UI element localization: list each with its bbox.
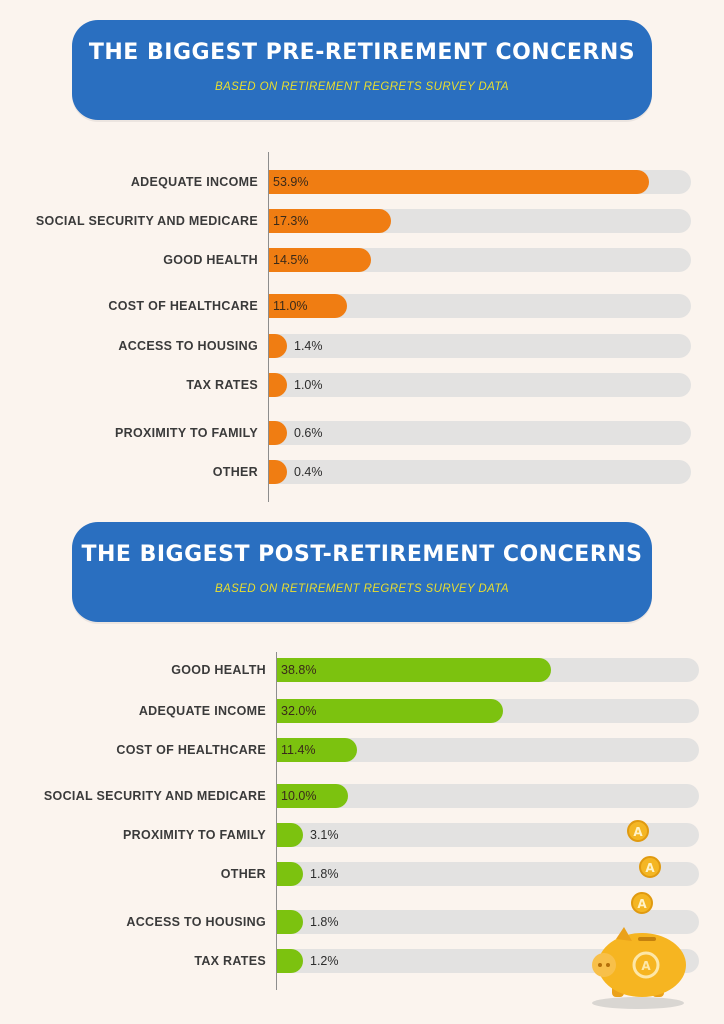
pre-subtitle: Based on Retirement Regrets Survey Data — [215, 81, 509, 93]
bar — [277, 862, 303, 886]
chart-axis-line — [268, 152, 269, 502]
value-label: 0.4% — [294, 465, 323, 479]
coin-icon: A — [639, 856, 661, 878]
bar-row: COST OF HEALTHCARE 11.0% — [0, 294, 724, 318]
category-label: ADEQUATE INCOME — [138, 704, 266, 718]
bar-track — [269, 373, 691, 397]
bar — [277, 949, 303, 973]
category-label: PROXIMITY TO FAMILY — [123, 828, 266, 842]
post-title: The Biggest Post-Retirement Concerns — [81, 542, 643, 567]
post-title-banner: The Biggest Post-Retirement Concerns Bas… — [72, 522, 652, 622]
bar — [277, 823, 303, 847]
category-label: PROXIMITY TO FAMILY — [115, 426, 258, 440]
value-label: 1.2% — [310, 954, 339, 968]
value-label: 1.0% — [294, 378, 323, 392]
pre-title: The Biggest Pre-Retirement Concerns — [88, 40, 636, 65]
bar — [277, 910, 303, 934]
value-label: 32.0% — [281, 704, 317, 718]
pre-title-banner: The Biggest Pre-Retirement Concerns Base… — [72, 20, 652, 120]
bar-track — [277, 910, 699, 934]
bar-row: SOCIAL SECURITY AND MEDICARE 10.0% — [0, 784, 724, 808]
chart-axis-line — [276, 652, 277, 990]
bar — [269, 460, 287, 484]
value-label: 1.8% — [310, 867, 339, 881]
svg-text:A: A — [633, 825, 643, 839]
value-label: 0.6% — [294, 426, 323, 440]
bar-row: TAX RATES 1.0% — [0, 373, 724, 397]
bar — [269, 334, 287, 358]
bar — [277, 658, 551, 682]
bar — [269, 421, 287, 445]
category-label: GOOD HEALTH — [171, 663, 266, 677]
bar-row: PROXIMITY TO FAMILY 0.6% — [0, 421, 724, 445]
bar-track — [269, 421, 691, 445]
bar-track — [277, 862, 699, 886]
category-label: ADEQUATE INCOME — [130, 175, 258, 189]
coin-icon: A — [627, 820, 649, 842]
bar — [277, 699, 503, 723]
bar-track — [269, 460, 691, 484]
coin-icon: A — [631, 892, 653, 914]
bar-row: ACCESS TO HOUSING 1.4% — [0, 334, 724, 358]
bar — [269, 294, 347, 318]
category-label: TAX RATES — [194, 954, 266, 968]
value-label: 1.8% — [310, 915, 339, 929]
bar-row: COST OF HEALTHCARE 11.4% — [0, 738, 724, 762]
bar — [269, 248, 372, 272]
bar-row: SOCIAL SECURITY AND MEDICARE 17.3% — [0, 209, 724, 233]
svg-text:A: A — [637, 897, 647, 911]
bar — [269, 373, 287, 397]
bar-row: ADEQUATE INCOME 53.9% — [0, 170, 724, 194]
value-label: 11.4% — [281, 743, 316, 757]
bar-row: GOOD HEALTH 14.5% — [0, 248, 724, 272]
category-label: ACCESS TO HOUSING — [126, 915, 266, 929]
category-label: ACCESS TO HOUSING — [118, 339, 258, 353]
value-label: 11.0% — [273, 299, 308, 313]
category-label: OTHER — [212, 465, 258, 479]
bar — [269, 170, 649, 194]
category-label: OTHER — [220, 867, 266, 881]
value-label: 53.9% — [273, 175, 309, 189]
category-label: TAX RATES — [186, 378, 258, 392]
category-label: COST OF HEALTHCARE — [108, 299, 258, 313]
bar-row: GOOD HEALTH 38.8% — [0, 658, 724, 682]
bar-row: ACCESS TO HOUSING 1.8% — [0, 910, 724, 934]
value-label: 10.0% — [281, 789, 317, 803]
bar-row: ADEQUATE INCOME 32.0% — [0, 699, 724, 723]
bar — [269, 209, 391, 233]
category-label: GOOD HEALTH — [163, 253, 258, 267]
value-label: 38.8% — [281, 663, 317, 677]
value-label: 3.1% — [310, 828, 339, 842]
svg-text:A: A — [641, 959, 651, 973]
bar-row: PROXIMITY TO FAMILY 3.1% — [0, 823, 724, 847]
post-subtitle: Based on Retirement Regrets Survey Data — [215, 583, 509, 595]
bar-row: OTHER 0.4% — [0, 460, 724, 484]
bar — [277, 784, 348, 808]
bar — [277, 738, 358, 762]
svg-text:A: A — [645, 861, 655, 875]
category-label: SOCIAL SECURITY AND MEDICARE — [43, 789, 266, 803]
bar-row: OTHER 1.8% — [0, 862, 724, 886]
value-label: 14.5% — [273, 253, 309, 267]
value-label: 1.4% — [294, 339, 323, 353]
category-label: COST OF HEALTHCARE — [116, 743, 266, 757]
value-label: 17.3% — [273, 214, 309, 228]
piggy-bank-icon: A A A A — [592, 820, 686, 1009]
category-label: SOCIAL SECURITY AND MEDICARE — [35, 214, 258, 228]
bar-track — [269, 334, 691, 358]
